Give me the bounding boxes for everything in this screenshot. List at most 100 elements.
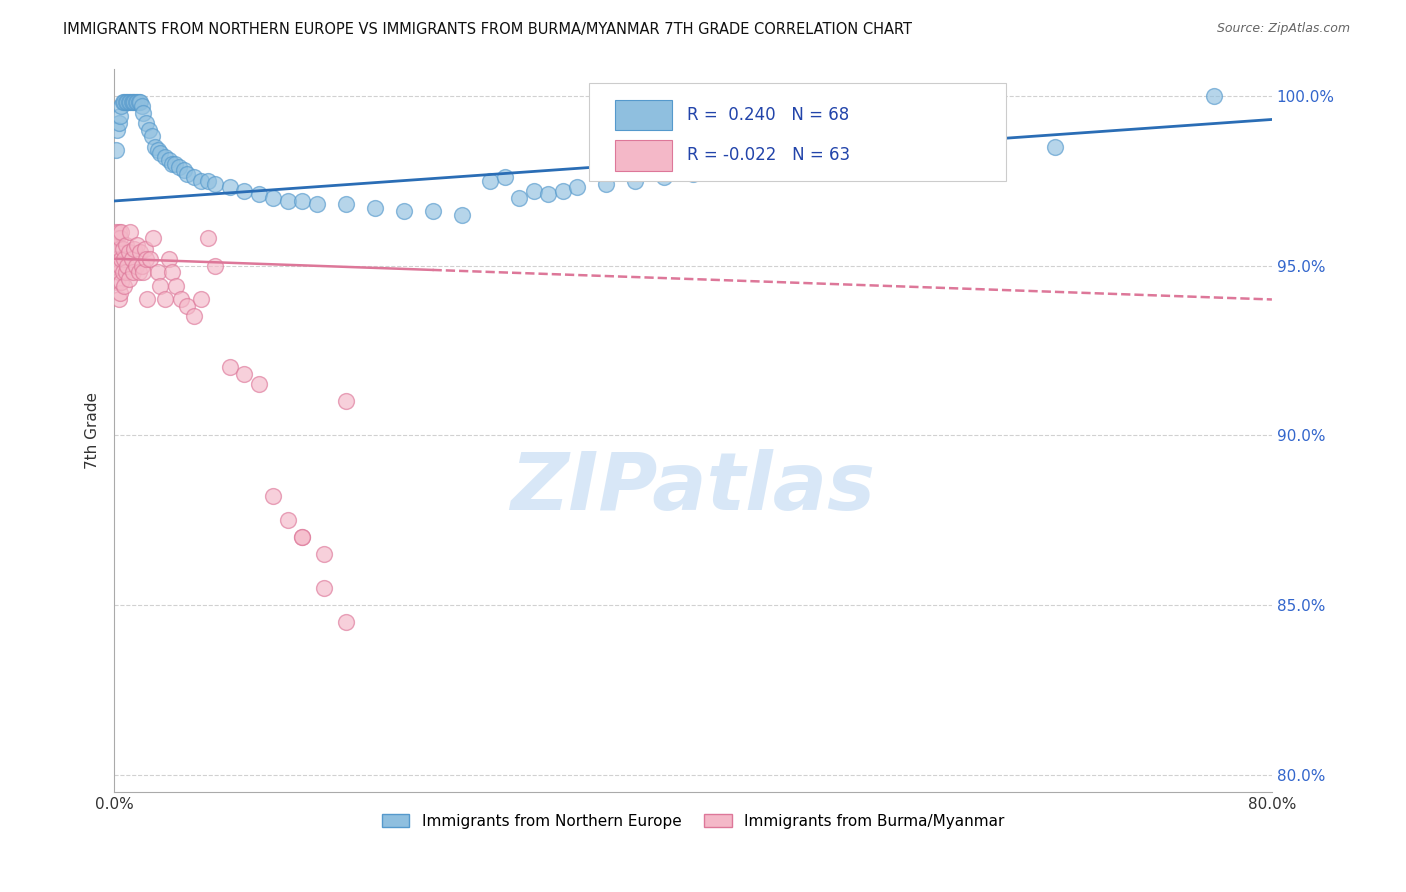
Text: R = -0.022   N = 63: R = -0.022 N = 63 [688,146,851,164]
Point [551,184,574,198]
Point [141,129,163,144]
Point [143,139,166,153]
Point [740,160,762,174]
Point [190,173,212,187]
Point [105,252,128,266]
Point [114,265,136,279]
Point [121,95,143,110]
Point [104,143,127,157]
Point [111,265,134,279]
Point [153,293,176,307]
Point [115,259,138,273]
Point [134,242,156,256]
Point [855,146,877,161]
Point [291,194,314,208]
Point [537,187,560,202]
Point [121,252,143,266]
Point [139,252,162,266]
Point [146,143,169,157]
Point [112,279,135,293]
FancyBboxPatch shape [616,140,672,170]
Point [108,109,131,123]
Point [157,153,180,168]
Point [118,272,141,286]
Text: Source: ZipAtlas.com: Source: ZipAtlas.com [1216,22,1350,36]
Point [392,204,415,219]
Point [105,231,128,245]
Point [108,285,131,300]
Point [1043,139,1066,153]
Point [169,160,191,174]
Point [127,238,149,252]
Point [111,242,134,256]
Point [104,242,127,256]
FancyBboxPatch shape [616,100,672,130]
Point [165,279,187,293]
Point [176,167,198,181]
Point [153,150,176,164]
Point [127,95,149,110]
Point [494,170,516,185]
Text: ZIPatlas: ZIPatlas [510,449,876,527]
Point [160,156,183,170]
Point [797,153,820,168]
Point [124,95,146,110]
Point [108,259,131,273]
Point [479,173,502,187]
Point [110,252,132,266]
Point [335,615,357,629]
Point [262,490,284,504]
Point [291,530,314,544]
Point [190,293,212,307]
Point [183,170,205,185]
Point [1202,88,1225,103]
Point [108,231,131,245]
Point [183,310,205,324]
Point [110,225,132,239]
Point [114,238,136,252]
Point [305,197,328,211]
Point [128,265,150,279]
Point [149,279,172,293]
Point [450,208,472,222]
Point [124,242,146,256]
Point [131,259,153,273]
Point [291,530,314,544]
Point [107,225,129,239]
Point [567,180,589,194]
Point [129,95,152,110]
Point [112,252,135,266]
Point [335,197,357,211]
Point [312,547,335,561]
Point [107,116,129,130]
Point [219,180,242,194]
Point [160,265,183,279]
Point [112,95,135,110]
Point [107,293,129,307]
Point [138,122,160,136]
Point [122,95,145,110]
Point [135,252,157,266]
Point [277,513,299,527]
Point [204,177,226,191]
Point [111,95,134,110]
Point [163,156,186,170]
Point [132,265,155,279]
Point [146,265,169,279]
Point [110,99,132,113]
Point [107,242,129,256]
Point [122,265,145,279]
Point [335,394,357,409]
Point [136,293,159,307]
Text: R =  0.240   N = 68: R = 0.240 N = 68 [688,106,849,124]
Text: IMMIGRANTS FROM NORTHERN EUROPE VS IMMIGRANTS FROM BURMA/MYANMAR 7TH GRADE CORRE: IMMIGRANTS FROM NORTHERN EUROPE VS IMMIG… [63,22,912,37]
Point [149,146,172,161]
Point [595,177,617,191]
Point [176,299,198,313]
Point [125,95,148,110]
Point [523,184,546,198]
Point [118,95,141,110]
Point [652,170,675,185]
FancyBboxPatch shape [589,83,1005,181]
Point [114,95,136,110]
